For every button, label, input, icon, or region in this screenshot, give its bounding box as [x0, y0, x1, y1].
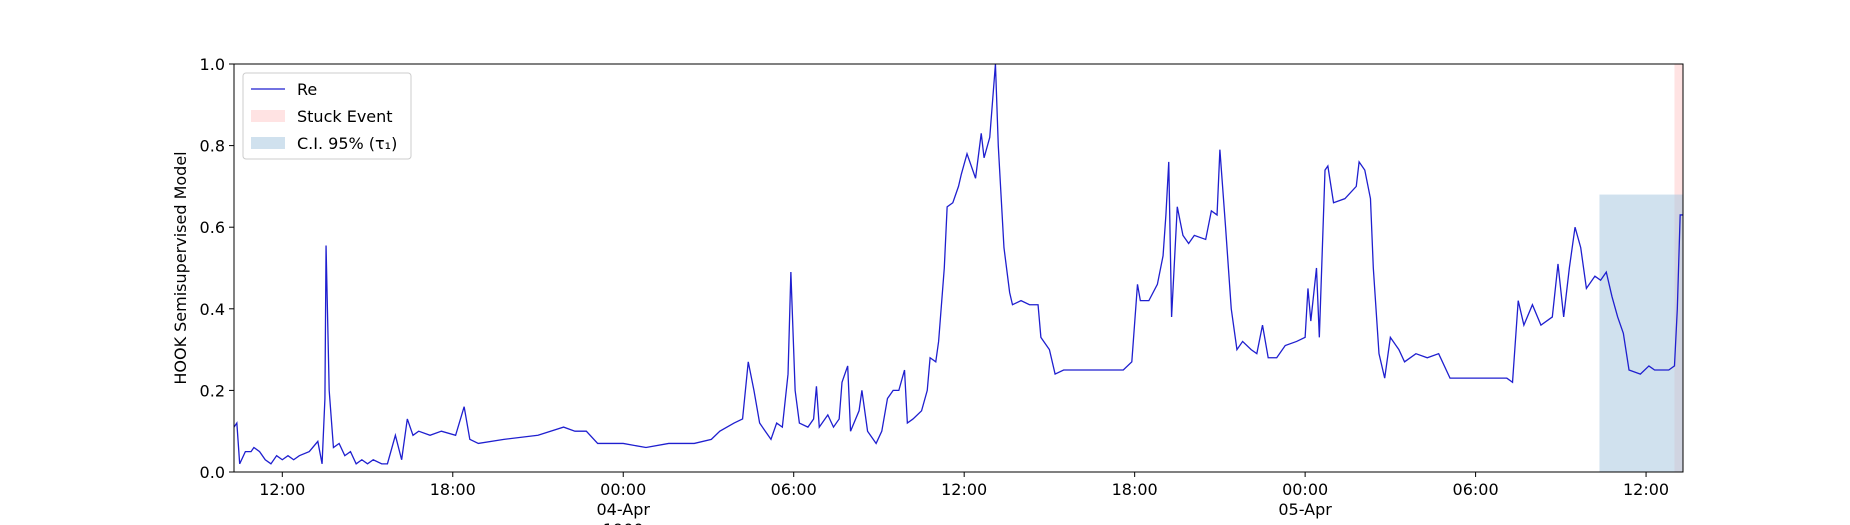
legend-label: Stuck Event: [297, 107, 393, 126]
x-tick-label: 12:00: [259, 480, 305, 499]
x-tick-label: 12:00: [1623, 480, 1669, 499]
legend-label: Re: [297, 80, 317, 99]
legend: Re Stuck Event C.I. 95% (τ₁): [242, 72, 412, 160]
legend-swatch: [251, 137, 285, 149]
x-tick-label: 18:00: [430, 480, 476, 499]
y-axis-label: HOOK Semisupervised Model: [171, 151, 190, 384]
plot-frame: [233, 63, 1684, 473]
x-tick-label: 06:00: [771, 480, 817, 499]
legend-label: C.I. 95% (τ₁): [297, 134, 397, 153]
data-line: [233, 63, 1683, 465]
x-tick-label: 18:00: [1112, 480, 1158, 499]
x-tick-label: 12:00: [941, 480, 987, 499]
y-tick-label: 1.0: [200, 55, 225, 74]
y-tick-label: 0.8: [200, 137, 225, 156]
y-tick-label: 0.4: [200, 300, 225, 319]
legend-swatch: [251, 110, 285, 122]
y-tick-label: 0.2: [200, 381, 225, 400]
x-tick-label: 00:00 05-Apr: [1278, 480, 1332, 519]
shaded-span: [1599, 194, 1683, 472]
x-tick-label: 06:00: [1453, 480, 1499, 499]
y-tick-label: 0.6: [200, 218, 225, 237]
y-tick-label: 0.0: [200, 463, 225, 482]
